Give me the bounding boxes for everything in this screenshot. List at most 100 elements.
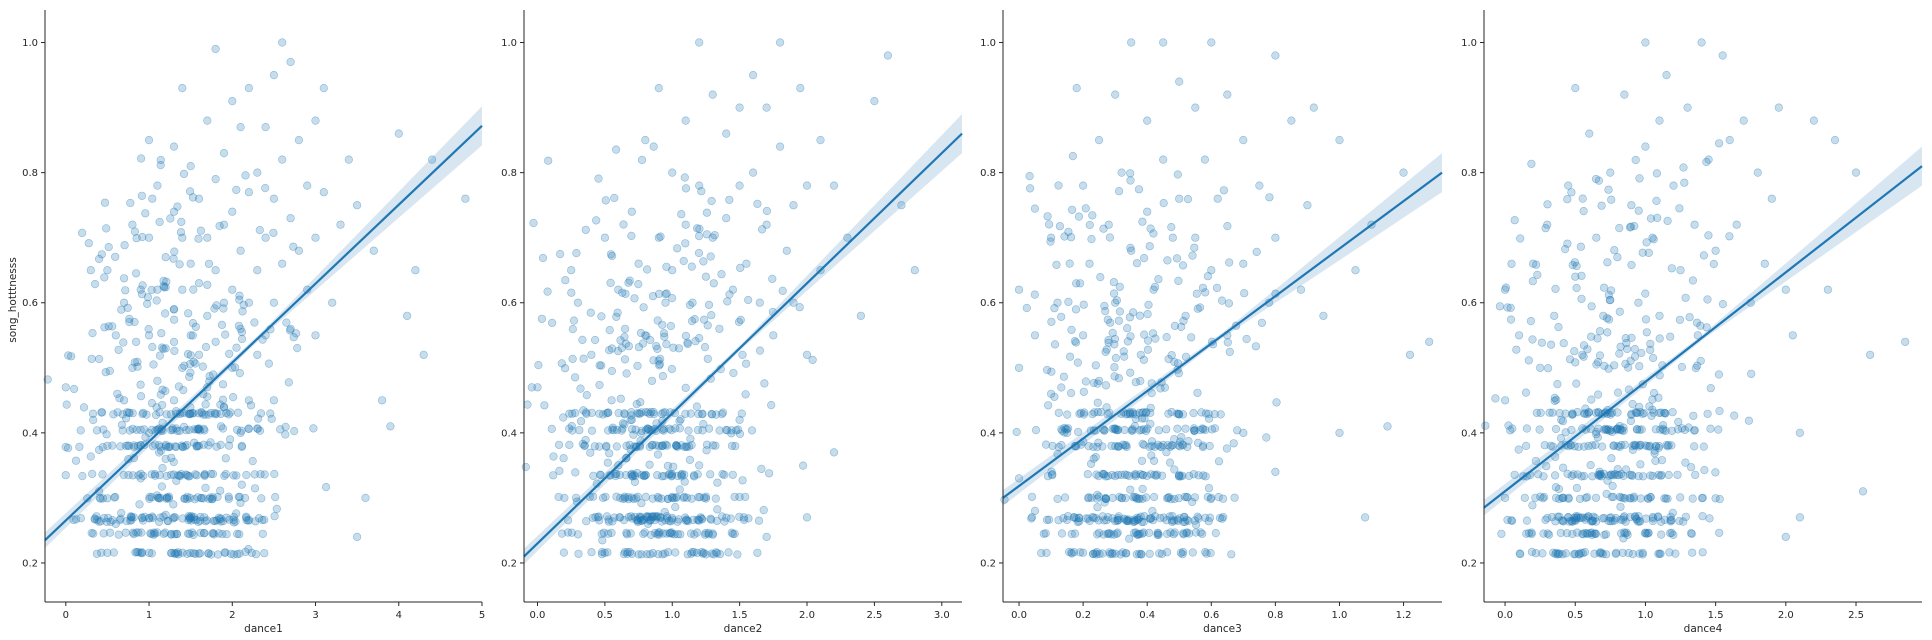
- scatter-point: [636, 514, 645, 523]
- scatter-point: [194, 425, 203, 434]
- scatter-point: [246, 401, 256, 410]
- scatter-point: [648, 512, 657, 521]
- scatter-point: [178, 285, 187, 294]
- scatter-point: [1014, 474, 1024, 483]
- scatter-point: [1242, 334, 1251, 344]
- scatter-point: [1634, 512, 1643, 521]
- y-tick-label: 0.6: [1461, 298, 1477, 309]
- scatter-point: [1042, 548, 1051, 558]
- scatter-point: [667, 364, 677, 374]
- scatter-point: [1579, 530, 1588, 539]
- scatter-point: [1153, 530, 1162, 539]
- scatter-point: [1615, 307, 1624, 316]
- scatter-point: [1109, 278, 1118, 287]
- scatter-point: [1577, 271, 1586, 280]
- scatter-point: [603, 408, 613, 417]
- scatter-point: [607, 366, 617, 376]
- scatter-point: [681, 383, 690, 393]
- scatter-point: [1143, 116, 1152, 125]
- scatter-point: [237, 480, 246, 489]
- scatter-point: [621, 471, 630, 480]
- scatter-point: [237, 334, 247, 344]
- scatter-point: [1134, 530, 1143, 539]
- scatter-point: [158, 385, 167, 394]
- scatter-point: [582, 517, 591, 526]
- scatter-point: [156, 161, 165, 170]
- scatter-point: [1635, 174, 1644, 183]
- scatter-point: [292, 329, 301, 338]
- scatter-point: [1120, 470, 1129, 479]
- scatter-point: [722, 214, 731, 223]
- scatter-point: [1098, 442, 1107, 451]
- scatter-point: [88, 329, 97, 338]
- scatter-point: [1646, 214, 1656, 223]
- scatter-point: [621, 339, 631, 348]
- scatter-point: [1223, 90, 1232, 99]
- scatter-point: [681, 516, 691, 525]
- scatter-point: [136, 469, 145, 479]
- x-tick-label: 1.2: [1396, 610, 1412, 621]
- scatter-point: [172, 476, 181, 485]
- scatter-point: [1044, 220, 1054, 229]
- scatter-point: [1190, 493, 1199, 502]
- scatter-point: [1706, 424, 1715, 433]
- scatter-point: [540, 401, 549, 410]
- scatter-point: [1129, 409, 1138, 418]
- scatter-point: [664, 470, 674, 479]
- scatter-point: [241, 493, 250, 503]
- scatter-point: [1571, 83, 1580, 93]
- scatter-point: [672, 441, 681, 450]
- scatter-point: [163, 516, 172, 525]
- scatter-point: [775, 142, 785, 151]
- scatter-point: [411, 266, 420, 275]
- scatter-point: [69, 515, 78, 524]
- scatter-point: [134, 471, 143, 480]
- scatter-point: [683, 550, 692, 559]
- scatter-point: [633, 468, 642, 478]
- scatter-point: [278, 155, 287, 164]
- scatter-point: [1102, 345, 1111, 354]
- scatter-point: [694, 248, 704, 258]
- scatter-point: [1125, 313, 1134, 322]
- scatter-point: [143, 299, 152, 309]
- scatter-point: [128, 424, 137, 433]
- scatter-point: [643, 408, 653, 417]
- scatter-point: [86, 452, 95, 461]
- scatter-point: [1113, 515, 1122, 525]
- scatter-point: [795, 303, 804, 312]
- scatter-point: [589, 471, 598, 480]
- scatter-point: [595, 470, 605, 479]
- scatter-point: [667, 492, 677, 502]
- scatter-point: [90, 280, 100, 289]
- scatter-point: [172, 529, 182, 539]
- scatter-point: [136, 285, 145, 294]
- scatter-point: [1851, 168, 1861, 177]
- scatter-point: [71, 515, 81, 524]
- scatter-point: [730, 529, 739, 538]
- scatter-point: [1704, 231, 1713, 240]
- scatter-point: [113, 389, 122, 398]
- scatter-point: [64, 351, 73, 360]
- scatter-point: [271, 493, 280, 502]
- scatter-point: [698, 515, 707, 524]
- x-tick-label: 0.5: [1567, 610, 1583, 621]
- scatter-point: [762, 220, 771, 229]
- scatter-point: [260, 515, 269, 525]
- scatter-point: [1143, 310, 1152, 319]
- scatter-point: [656, 232, 665, 241]
- scatter-point: [1099, 470, 1108, 479]
- scatter-point: [119, 396, 129, 405]
- scatter-point: [132, 528, 141, 537]
- scatter-point: [667, 470, 677, 479]
- scatter-point: [78, 472, 87, 481]
- scatter-point: [619, 220, 628, 229]
- scatter-point: [698, 409, 707, 418]
- scatter-point: [224, 494, 233, 503]
- scatter-point: [767, 401, 776, 410]
- scatter-point: [228, 96, 237, 106]
- scatter-point: [680, 470, 689, 479]
- scatter-point: [681, 220, 690, 229]
- scatter-point: [652, 342, 661, 351]
- scatter-point: [1655, 334, 1664, 343]
